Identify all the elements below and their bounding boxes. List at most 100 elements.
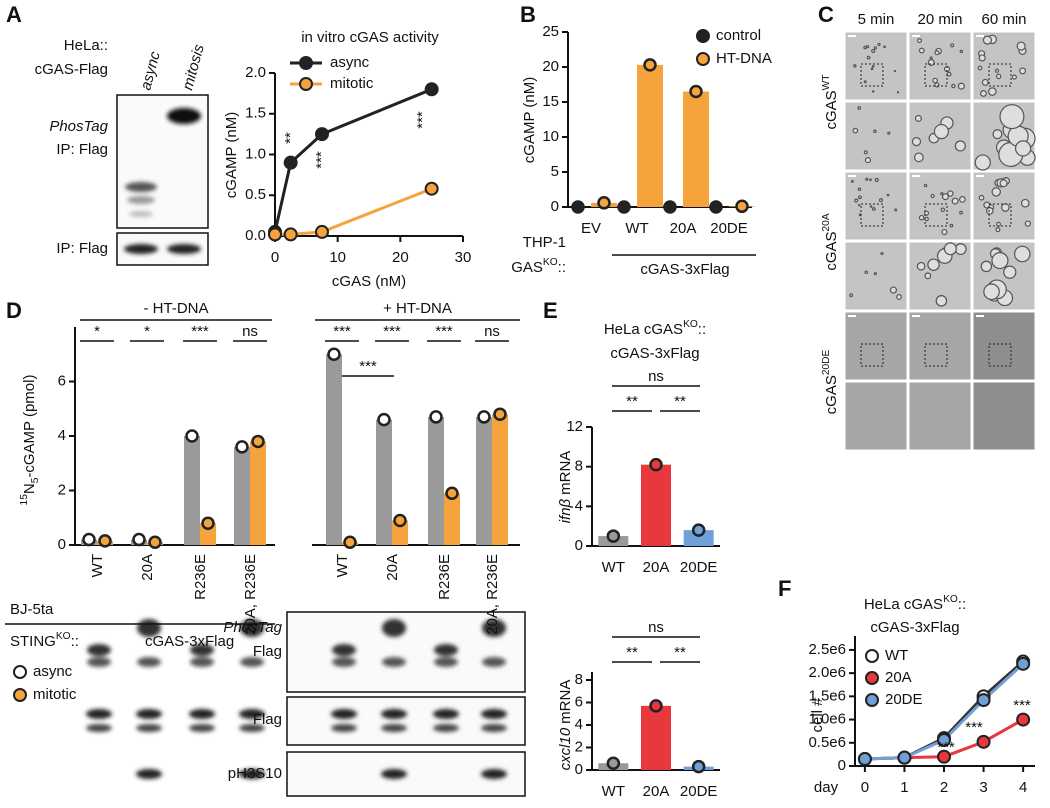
zoom-box — [988, 343, 1012, 367]
bar-dot — [691, 759, 706, 774]
droplet — [932, 77, 938, 84]
droplet — [950, 43, 955, 48]
micrograph — [844, 171, 908, 241]
micrograph — [908, 241, 972, 311]
annotation-part: KO — [543, 257, 558, 268]
annotation: THP-1 — [523, 234, 566, 251]
droplet — [933, 123, 950, 140]
lane-label: mitosis — [179, 42, 208, 92]
droplet — [999, 104, 1025, 130]
annotation: *** — [313, 151, 330, 169]
droplet — [974, 154, 991, 171]
chart-title-part: KO — [683, 319, 698, 330]
bar-dot — [691, 523, 706, 537]
droplet — [977, 65, 983, 71]
data-point — [857, 752, 872, 767]
bar-dot — [606, 756, 621, 770]
band — [136, 769, 162, 779]
droplet — [878, 198, 883, 203]
droplet — [863, 80, 867, 84]
y-axis-label-part: 15 — [19, 494, 30, 506]
micrograph — [908, 31, 972, 101]
droplet — [1020, 198, 1030, 208]
droplet — [857, 106, 862, 110]
droplet — [1019, 67, 1027, 75]
annotation-part: STING — [10, 633, 56, 650]
band — [86, 709, 112, 719]
data-point — [315, 127, 329, 142]
zoom-box — [988, 63, 1012, 87]
bar — [234, 446, 250, 545]
droplet — [954, 140, 966, 152]
droplet — [889, 286, 898, 294]
droplet — [871, 65, 875, 68]
droplet — [864, 270, 869, 274]
droplet — [894, 208, 898, 212]
x-tick-label: WT — [602, 783, 625, 800]
droplet — [893, 69, 897, 73]
band — [87, 657, 111, 667]
band — [481, 769, 507, 779]
droplet — [873, 46, 878, 50]
legend-label: 20A — [885, 669, 912, 686]
legend-label: 20DE — [885, 691, 923, 708]
data-point — [268, 227, 282, 242]
group-label: - HT-DNA — [144, 300, 209, 317]
bar-dot — [493, 407, 507, 421]
bar-dot — [606, 529, 621, 543]
scale-bar — [912, 35, 920, 37]
micrograph — [972, 381, 1036, 451]
droplet — [995, 227, 1001, 233]
bar-dot — [643, 58, 657, 72]
x-tick-label: 30 — [455, 249, 472, 266]
y-tick-label: 8 — [575, 671, 583, 688]
droplet — [852, 127, 859, 134]
y-axis-label-part: ifnβ — [557, 498, 574, 523]
band — [136, 724, 162, 732]
bar — [250, 441, 266, 545]
droplet — [954, 243, 967, 256]
zoom-box — [860, 203, 884, 227]
x-tick-label: 1 — [900, 779, 908, 796]
band — [137, 657, 161, 667]
blot-bands — [125, 108, 201, 217]
annotation: *** — [965, 719, 983, 736]
legend-label: async — [330, 54, 370, 71]
y-axis-label-part: N — [21, 483, 38, 494]
micrograph — [908, 381, 972, 451]
x-tick-label: 20A — [670, 220, 697, 237]
y-tick-label: 25 — [542, 23, 559, 40]
row-label-part: 20DE — [821, 349, 832, 375]
y-tick-label: 10 — [542, 128, 559, 145]
droplet — [957, 82, 965, 90]
band — [434, 657, 458, 667]
droplet — [959, 210, 963, 215]
blot-bands — [124, 244, 201, 254]
droplet — [980, 260, 993, 273]
legend-marker — [865, 649, 879, 663]
scale-bar — [976, 35, 984, 37]
legend-marker — [13, 665, 27, 679]
droplet — [857, 187, 862, 191]
bar — [444, 493, 460, 545]
droplet — [869, 178, 872, 182]
data-point — [937, 733, 952, 747]
x-tick-label: 0 — [271, 249, 279, 266]
droplet — [883, 45, 886, 49]
droplet — [849, 293, 854, 298]
band — [381, 709, 407, 719]
droplet — [1011, 74, 1017, 80]
droplet — [873, 272, 877, 276]
blot-bands — [86, 619, 507, 779]
y-tick-label: 2 — [575, 738, 583, 755]
annotation-part: KO — [56, 631, 71, 642]
band — [382, 657, 406, 667]
bar-dot — [393, 513, 407, 528]
y-tick-label: 0 — [838, 757, 846, 774]
bar-dot — [148, 535, 162, 550]
y-tick-label: 0.0 — [245, 227, 266, 244]
y-tick-label: 0 — [575, 537, 583, 554]
data-point — [976, 693, 991, 708]
y-tick-label: 0 — [58, 536, 66, 553]
annotation-part: GAS — [511, 259, 543, 276]
